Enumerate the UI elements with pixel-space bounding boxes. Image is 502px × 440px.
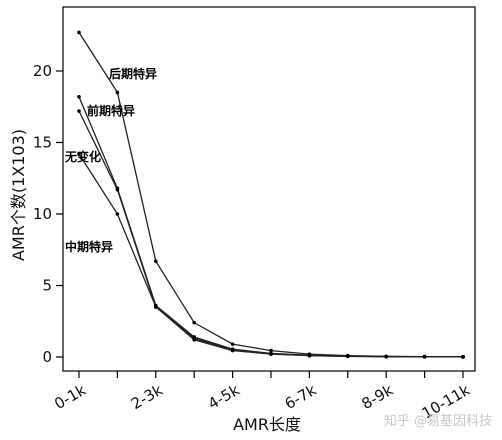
data-point <box>230 348 235 353</box>
x-tick-label: 2-3k <box>128 381 166 413</box>
data-point <box>77 109 81 113</box>
series-label: 无变化 <box>64 149 101 164</box>
data-point <box>77 152 81 156</box>
series-label: 中期特异 <box>65 239 113 254</box>
data-point <box>154 259 158 263</box>
data-point <box>269 352 273 356</box>
x-tick-label: 0-1k <box>51 381 89 413</box>
plot-frame <box>62 6 476 372</box>
series-line <box>78 96 464 358</box>
data-point <box>230 342 235 346</box>
data-point <box>77 94 81 99</box>
x-tick-label: 4-5k <box>205 381 243 413</box>
x-axis-title: AMR长度 <box>233 415 301 434</box>
data-point <box>115 187 120 192</box>
x-tick-label: 6-7k <box>282 381 320 413</box>
y-axis-title: AMR个数(1X103) <box>9 129 28 261</box>
data-point <box>115 90 120 95</box>
data-point <box>115 212 120 216</box>
x-tick-label: 8-9k <box>358 381 396 413</box>
data-point <box>192 338 196 342</box>
data-point <box>346 354 350 359</box>
y-tick-label: 15 <box>33 134 52 152</box>
y-tick-label: 20 <box>33 62 52 80</box>
data-point <box>192 320 196 325</box>
series-label: 前期特异 <box>87 103 135 118</box>
data-point <box>154 305 158 309</box>
series-line <box>78 32 464 358</box>
series-line <box>78 153 463 358</box>
watermark: 知乎 @易基因科技 <box>384 413 492 429</box>
data-point <box>307 353 312 358</box>
data-point <box>422 355 427 359</box>
data-point <box>461 355 465 359</box>
data-point <box>269 348 273 353</box>
y-tick-label: 5 <box>42 277 52 295</box>
data-point <box>77 30 81 35</box>
y-tick-label: 10 <box>33 205 52 223</box>
series-line <box>78 110 464 358</box>
data-point <box>384 354 389 359</box>
y-tick-label: 0 <box>42 348 52 366</box>
series-label: 后期特异 <box>109 66 157 81</box>
